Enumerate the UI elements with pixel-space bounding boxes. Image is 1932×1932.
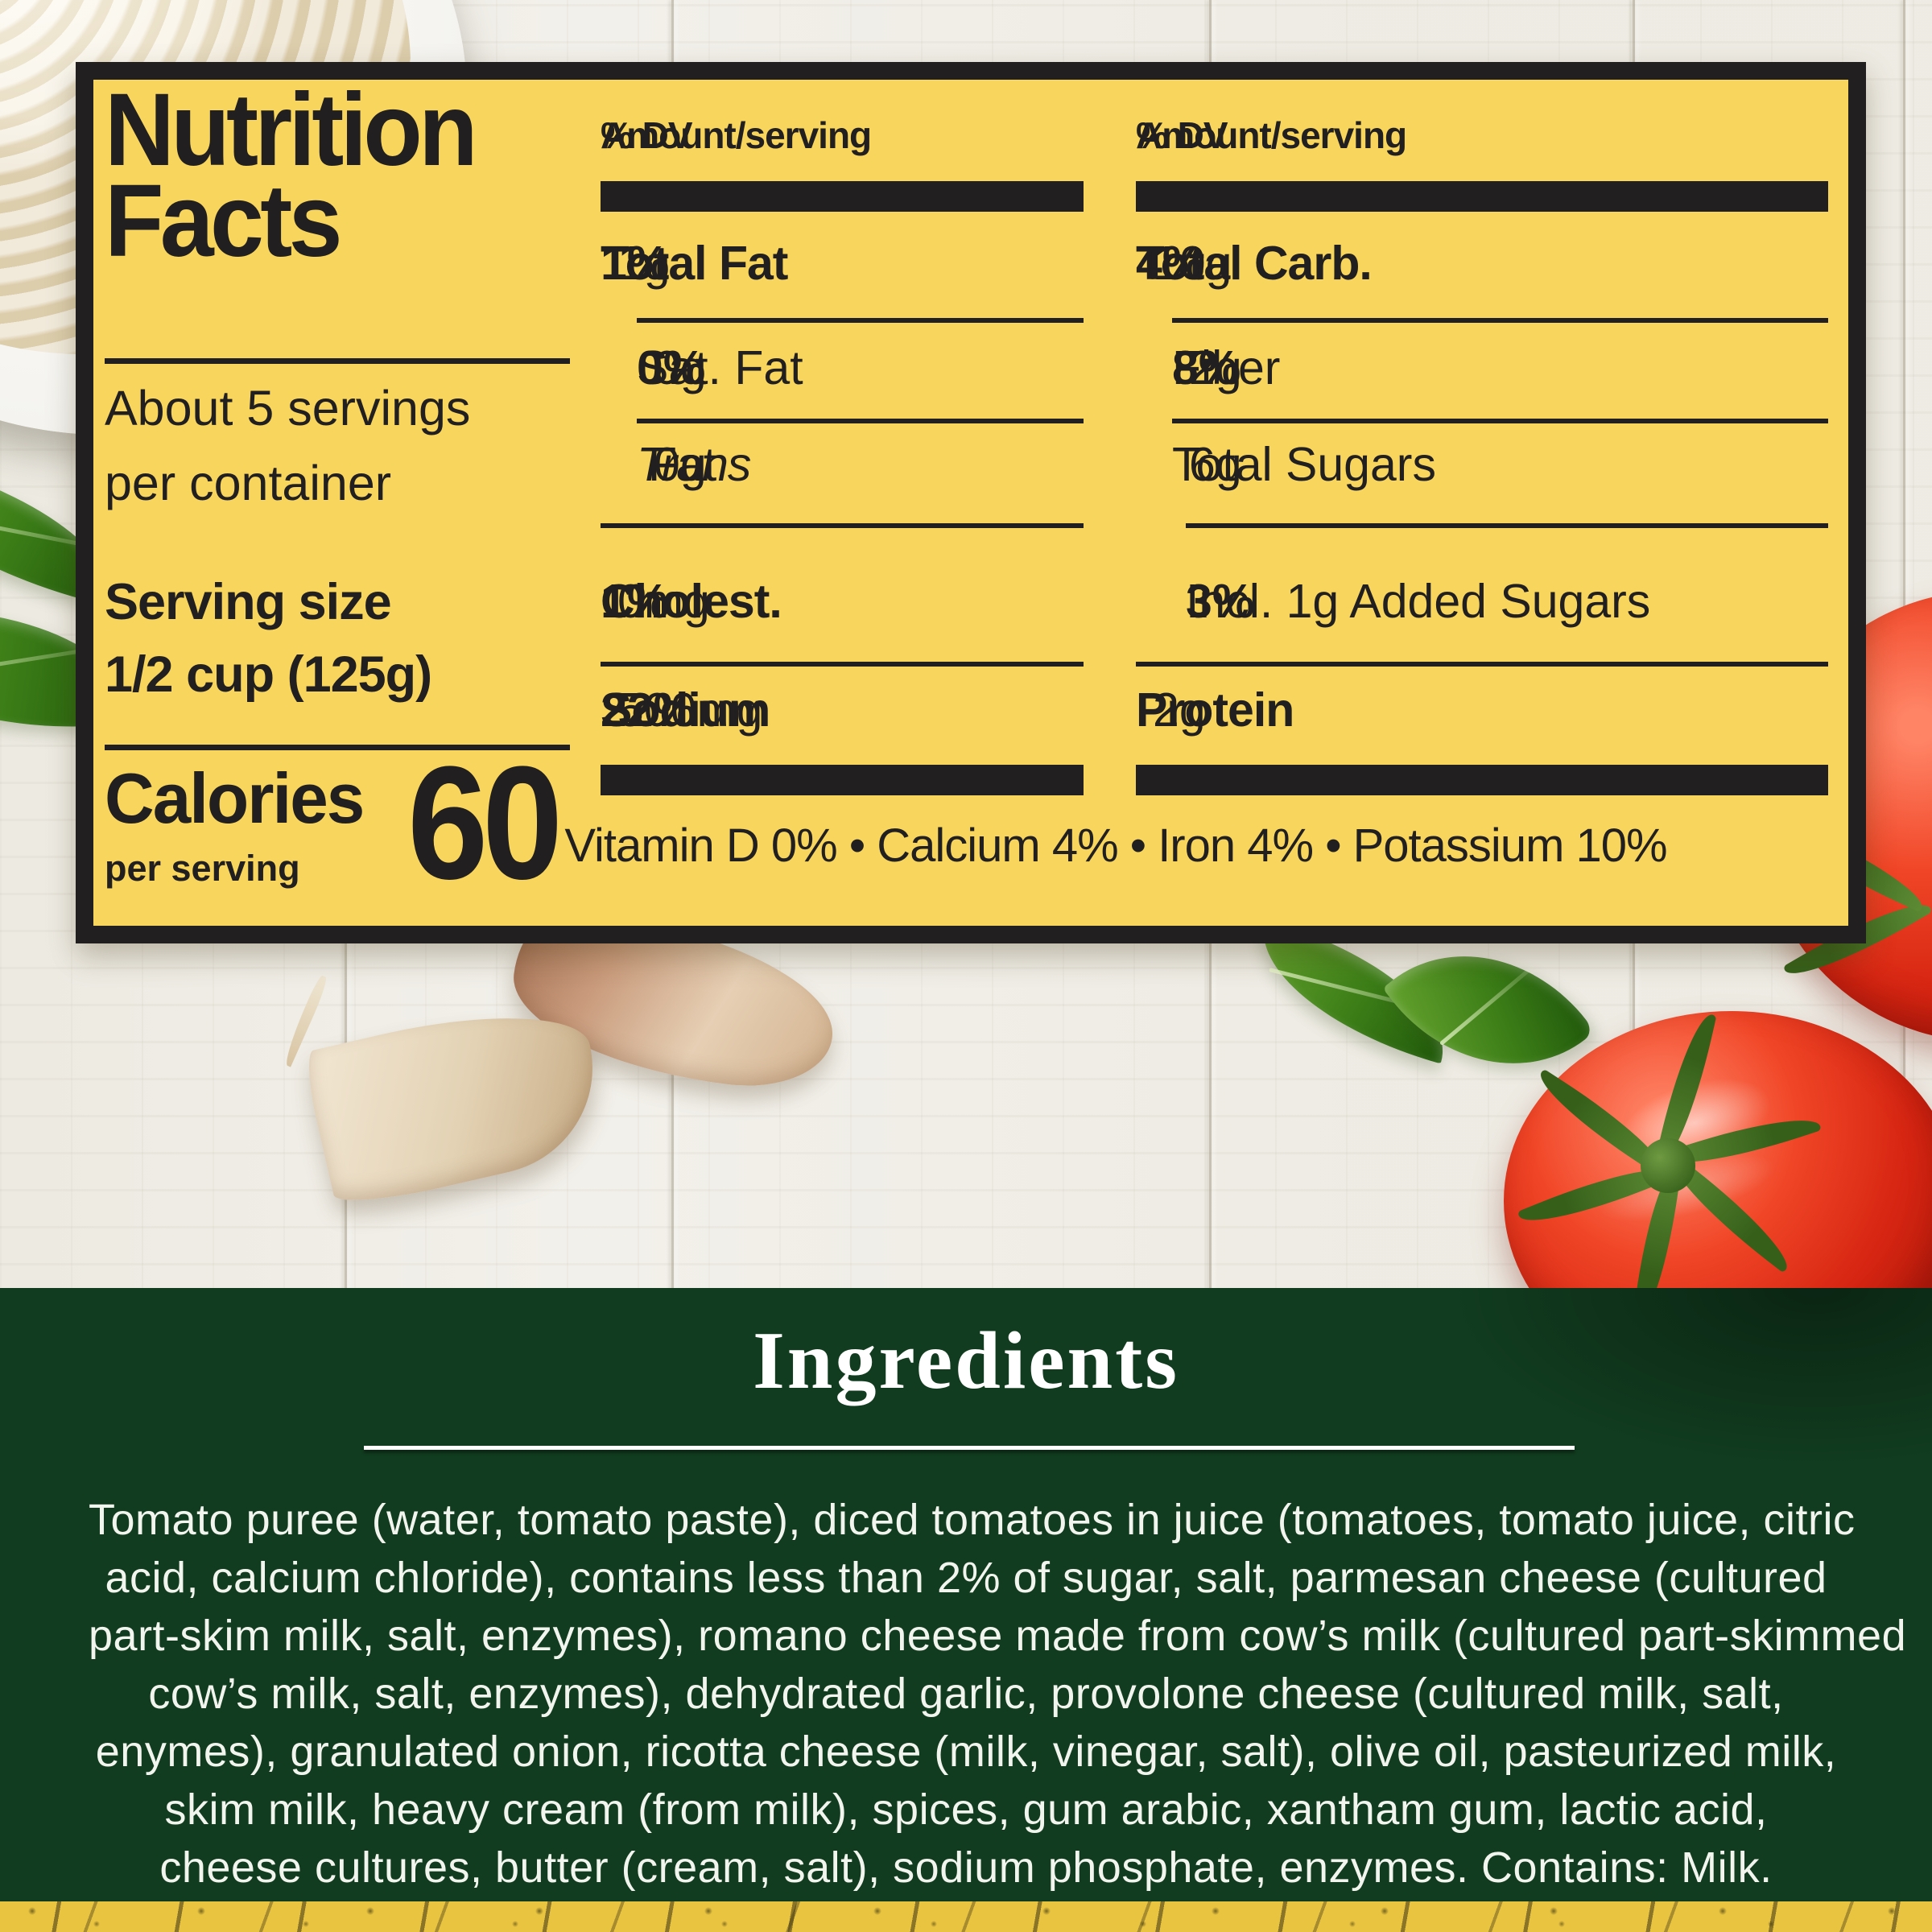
thick-divider: [601, 765, 1084, 795]
ingredients-line: part-skim milk, salt, enzymes), romano c…: [89, 1612, 1907, 1660]
column-header-right: Amount/serving % DV: [1136, 114, 1828, 162]
divider: [105, 745, 570, 750]
servings-line2: per container: [105, 456, 392, 510]
divider: [637, 419, 1084, 423]
thick-divider: [601, 181, 1084, 212]
divider: [1186, 523, 1828, 528]
ingredients-line: cow’s milk, salt, enzymes), dehydrated g…: [148, 1670, 1784, 1718]
divider: [637, 318, 1084, 323]
ingredients-line: cheese cultures, butter (cream, salt), s…: [159, 1843, 1773, 1892]
nutrient-row-fiber: Fiber 2g 8%: [1172, 341, 1281, 394]
serving-size-value: 1/2 cup (125g): [105, 646, 432, 703]
nutrient-row-total-carb: Total Carb. 10g 4%: [1136, 237, 1373, 290]
ingredients-paragraph: Tomato puree (water, tomato paste), dice…: [89, 1491, 1907, 1897]
ingredients-line: Tomato puree (water, tomato paste), dice…: [89, 1496, 1856, 1544]
divider: [601, 523, 1084, 528]
nutrient-row-total-sugars: Total Sugars 6g: [1172, 438, 1436, 491]
divider: [1136, 662, 1828, 667]
divider: [601, 662, 1084, 667]
title-line2: Facts: [105, 163, 343, 279]
header-percent-dv: % DV: [1136, 114, 1228, 156]
servings-line1: About 5 servings: [105, 381, 471, 436]
nutrient-row-trans-fat: Trans Fat 0g: [637, 438, 751, 491]
header-percent-dv: % DV: [601, 114, 693, 156]
header-amount-serving: Amount/serving: [1136, 114, 1407, 156]
serving-size-label: Serving size: [105, 574, 392, 630]
ingredients-heading: Ingredients: [753, 1315, 1179, 1406]
divider: [1172, 419, 1828, 423]
nutrient-row-total-fat: Total Fat 1g 1%: [601, 237, 788, 290]
ingredients-line: enymes), granulated onion, ricotta chees…: [95, 1728, 1837, 1776]
thick-divider: [1136, 181, 1828, 212]
crackle-strip: [0, 1901, 1932, 1932]
title-line1: Nutrition: [105, 72, 478, 188]
thick-divider: [1136, 765, 1828, 795]
divider: [1172, 318, 1828, 323]
nutrient-row-cholesterol: Cholest. 0mg 1%: [601, 575, 782, 628]
column-header-left: Amount/serving % DV: [601, 114, 1084, 162]
nutrient-row-sat-fat: Sat. Fat 0g 0%: [637, 341, 803, 394]
calories-value: 60: [407, 733, 563, 913]
calories-label: Calories: [105, 758, 365, 838]
ingredients-divider: [364, 1446, 1575, 1450]
header-amount-serving: Amount/serving: [601, 114, 872, 156]
nutrient-row-sodium: Sodium 500mg 22%: [601, 683, 770, 737]
ingredients-line: skim milk, heavy cream (from milk), spic…: [164, 1785, 1768, 1834]
nutrient-row-added-sugars: Incl. 1g Added Sugars 3%: [1186, 575, 1651, 628]
nutrition-facts-panel: Nutrition Facts About 5 servings per conta…: [76, 62, 1866, 943]
ingredients-line: acid, calcium chloride), contains less t…: [105, 1554, 1827, 1602]
nutrient-row-protein: Protein 2g: [1136, 683, 1294, 737]
divider: [105, 358, 570, 364]
ingredients-section: Ingredients Tomato puree (water, tomato …: [0, 1288, 1932, 1901]
micronutrients-line: Vitamin D 0% • Calcium 4% • Iron 4% • Po…: [564, 819, 1667, 872]
calories-sublabel: per serving: [105, 848, 300, 889]
